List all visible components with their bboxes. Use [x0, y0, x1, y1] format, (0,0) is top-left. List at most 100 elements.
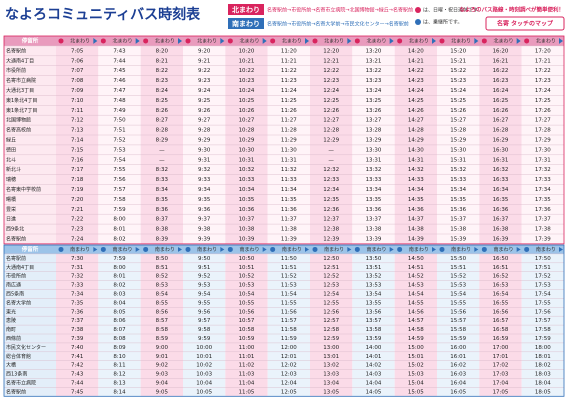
- departure-time: 11:34: [281, 187, 297, 193]
- header-arrow: [347, 38, 352, 44]
- departure-time: 8:13: [113, 380, 126, 386]
- departure-time: 10:02: [196, 363, 212, 369]
- departure-time: 10:01: [196, 354, 212, 360]
- departure-time: 10:34: [239, 187, 255, 193]
- departure-time: 10:03: [196, 372, 212, 378]
- departure-time: 13:26: [366, 108, 382, 114]
- departure-time: 16:03: [450, 372, 466, 378]
- departure-time: 10:54: [239, 291, 255, 297]
- departure-time: 9:05: [156, 389, 169, 395]
- departure-time: 7:32: [71, 274, 83, 280]
- map-button-label[interactable]: 名寄 タッチのマップ: [497, 20, 554, 28]
- departure-time: 15:23: [450, 78, 466, 84]
- departure-time: 12:33: [323, 177, 339, 183]
- departure-time: 16:37: [493, 217, 509, 223]
- departure-time: 11:21: [281, 58, 297, 64]
- stop-name: 大橋: [6, 362, 16, 369]
- header-arrow: [135, 247, 140, 252]
- departure-time: 8:28: [156, 128, 169, 134]
- header-dot: [270, 38, 276, 44]
- departure-time: 12:59: [323, 336, 339, 342]
- stop-name: 豊栄: [6, 206, 16, 213]
- departure-time: 16:53: [493, 283, 509, 289]
- trip-column: [56, 36, 99, 244]
- departure-time: 11:31: [281, 157, 297, 163]
- trip-column: [310, 245, 353, 397]
- departure-time: 14:32: [408, 167, 424, 173]
- departure-time: 14:24: [408, 88, 424, 94]
- stop-name: 名寄駅前: [6, 47, 26, 54]
- departure-time: 12:34: [323, 187, 339, 193]
- departure-time: 17:50: [535, 256, 551, 262]
- column-header: 北まわり: [239, 37, 259, 44]
- departure-time: 16:51: [493, 265, 509, 271]
- departure-time: 13:56: [366, 309, 382, 315]
- departure-time: 14:31: [408, 157, 424, 163]
- departure-time: 16:01: [450, 354, 466, 360]
- departure-time: 8:06: [113, 318, 126, 324]
- departure-time: 8:12: [113, 372, 125, 378]
- departure-time: 7:57: [113, 187, 126, 193]
- departure-time: 7:42: [71, 363, 83, 369]
- departure-time: 9:51: [198, 265, 210, 271]
- departure-time: 14:29: [408, 137, 424, 143]
- departure-time: 17:28: [535, 128, 551, 134]
- departure-time: 7:43: [71, 372, 84, 378]
- departure-time: 14:51: [408, 265, 424, 271]
- departure-time: 11:38: [281, 227, 297, 233]
- departure-time: 17:32: [535, 167, 551, 173]
- departure-time: 16:52: [493, 274, 509, 280]
- departure-time: 15:20: [450, 48, 466, 54]
- departure-time: 13:54: [366, 291, 382, 297]
- departure-time: 13:04: [323, 380, 339, 386]
- header-arrow: [220, 247, 225, 252]
- departure-time: 11:36: [281, 207, 297, 213]
- departure-time: 9:01: [156, 354, 168, 360]
- departure-time: 9:39: [198, 236, 211, 242]
- departure-time: 7:19: [71, 187, 84, 193]
- departure-time: 8:01: [113, 227, 125, 233]
- departure-time: 7:47: [113, 88, 126, 94]
- stop-name: 名寄駅前: [6, 255, 26, 262]
- stop-name: 西13条南: [6, 371, 27, 378]
- departure-time: 12:29: [323, 137, 339, 143]
- departure-time: 10:22: [239, 68, 255, 74]
- north-label: 北まわり: [232, 5, 260, 14]
- north-route: 名寄駅前→市役所前→名寄市立病院→北国博物館→緑丘→名寄駅前: [267, 7, 413, 14]
- departure-time: 7:37: [71, 318, 84, 324]
- header-arrow: [389, 247, 394, 252]
- departure-time: 17:01: [493, 354, 509, 360]
- trip-column: [437, 36, 480, 244]
- stop-name: 西條前: [6, 335, 21, 342]
- departure-time: 8:14: [113, 389, 126, 395]
- header-dot: [58, 246, 64, 252]
- departure-time: 13:23: [366, 78, 382, 84]
- departure-time: 11:28: [281, 128, 297, 134]
- departure-time: 17:03: [493, 372, 509, 378]
- departure-time: 8:36: [156, 207, 169, 213]
- trip-column: [225, 245, 268, 397]
- header-dot: [439, 38, 445, 44]
- stop-name: 総合体育館: [6, 353, 31, 360]
- header-arrow: [305, 247, 309, 252]
- column-header: 北まわり: [112, 37, 132, 44]
- departure-time: 13:51: [366, 265, 382, 271]
- stop-name: 名寄高校前: [6, 127, 31, 134]
- departure-time: 10:57: [239, 318, 255, 324]
- header-dot: [524, 38, 530, 44]
- departure-time: 17:39: [535, 236, 551, 242]
- departure-time: 9:27: [198, 118, 211, 124]
- departure-time: 13:38: [366, 227, 382, 233]
- departure-time: 13:31: [366, 157, 382, 163]
- departure-time: 7:14: [71, 137, 84, 143]
- departure-time: 13:29: [366, 137, 382, 143]
- departure-time: 15:33: [450, 177, 466, 183]
- map-button[interactable]: [485, 16, 565, 31]
- stop-name: 南広通: [6, 282, 21, 289]
- departure-time: 9:30: [198, 147, 211, 153]
- departure-time: 15:22: [450, 68, 466, 74]
- departure-time: 8:02: [113, 283, 125, 289]
- departure-time: 8:39: [156, 236, 169, 242]
- column-header: 北まわり: [493, 37, 513, 44]
- trip-column: [183, 245, 226, 397]
